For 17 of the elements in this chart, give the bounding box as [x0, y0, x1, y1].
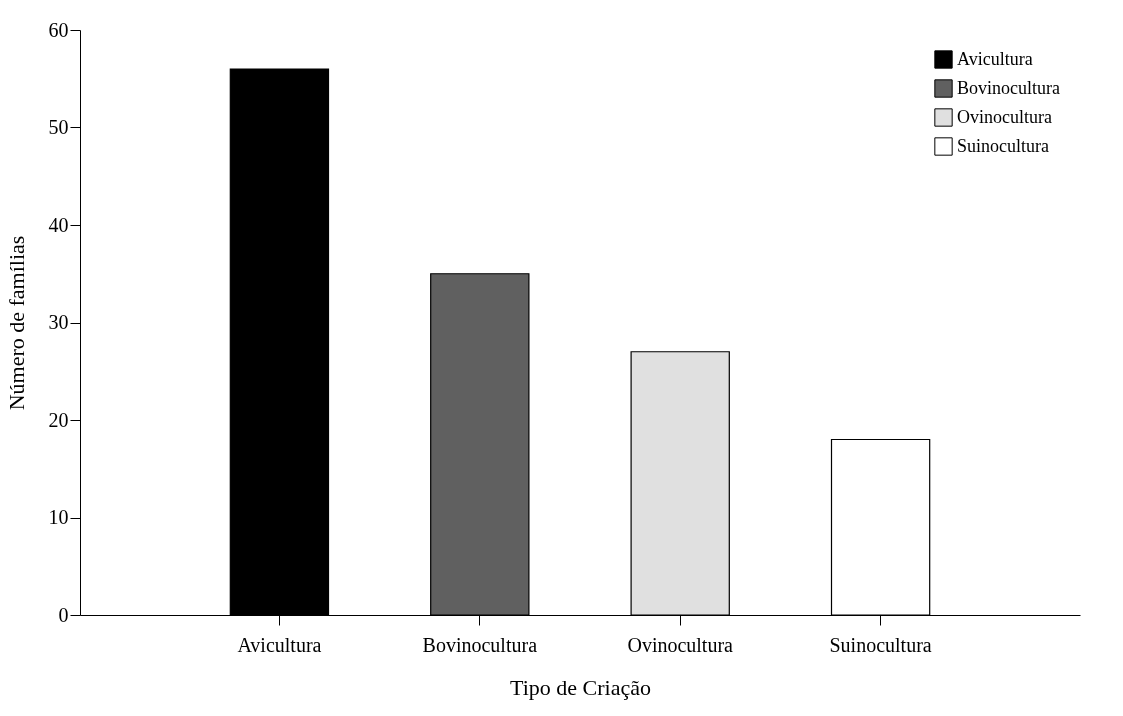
y-tick-label: 50: [48, 116, 69, 138]
legend-label: Avicultura: [957, 48, 1033, 69]
y-tick-label: 10: [48, 506, 69, 528]
y-axis-title: Número de famílias: [3, 235, 29, 411]
x-tick-label: Ovinocultura: [627, 633, 734, 656]
y-tick-label: 60: [48, 18, 69, 41]
legend-label: Ovinocultura: [957, 106, 1052, 127]
y-tick-label: 20: [48, 408, 69, 431]
y-tick-label: 0: [58, 603, 69, 626]
y-tick-label: 30: [48, 311, 69, 333]
x-axis-title: Tipo de Criação: [510, 674, 651, 700]
x-tick-label: Avicultura: [237, 633, 322, 656]
y-tick-label: 40: [48, 213, 69, 236]
x-tick-label: Bovinocultura: [422, 633, 538, 656]
legend-label: Suinocultura: [957, 135, 1049, 156]
legend-label: Bovinocultura: [957, 77, 1060, 98]
x-tick-label: Suinocultura: [829, 633, 932, 656]
